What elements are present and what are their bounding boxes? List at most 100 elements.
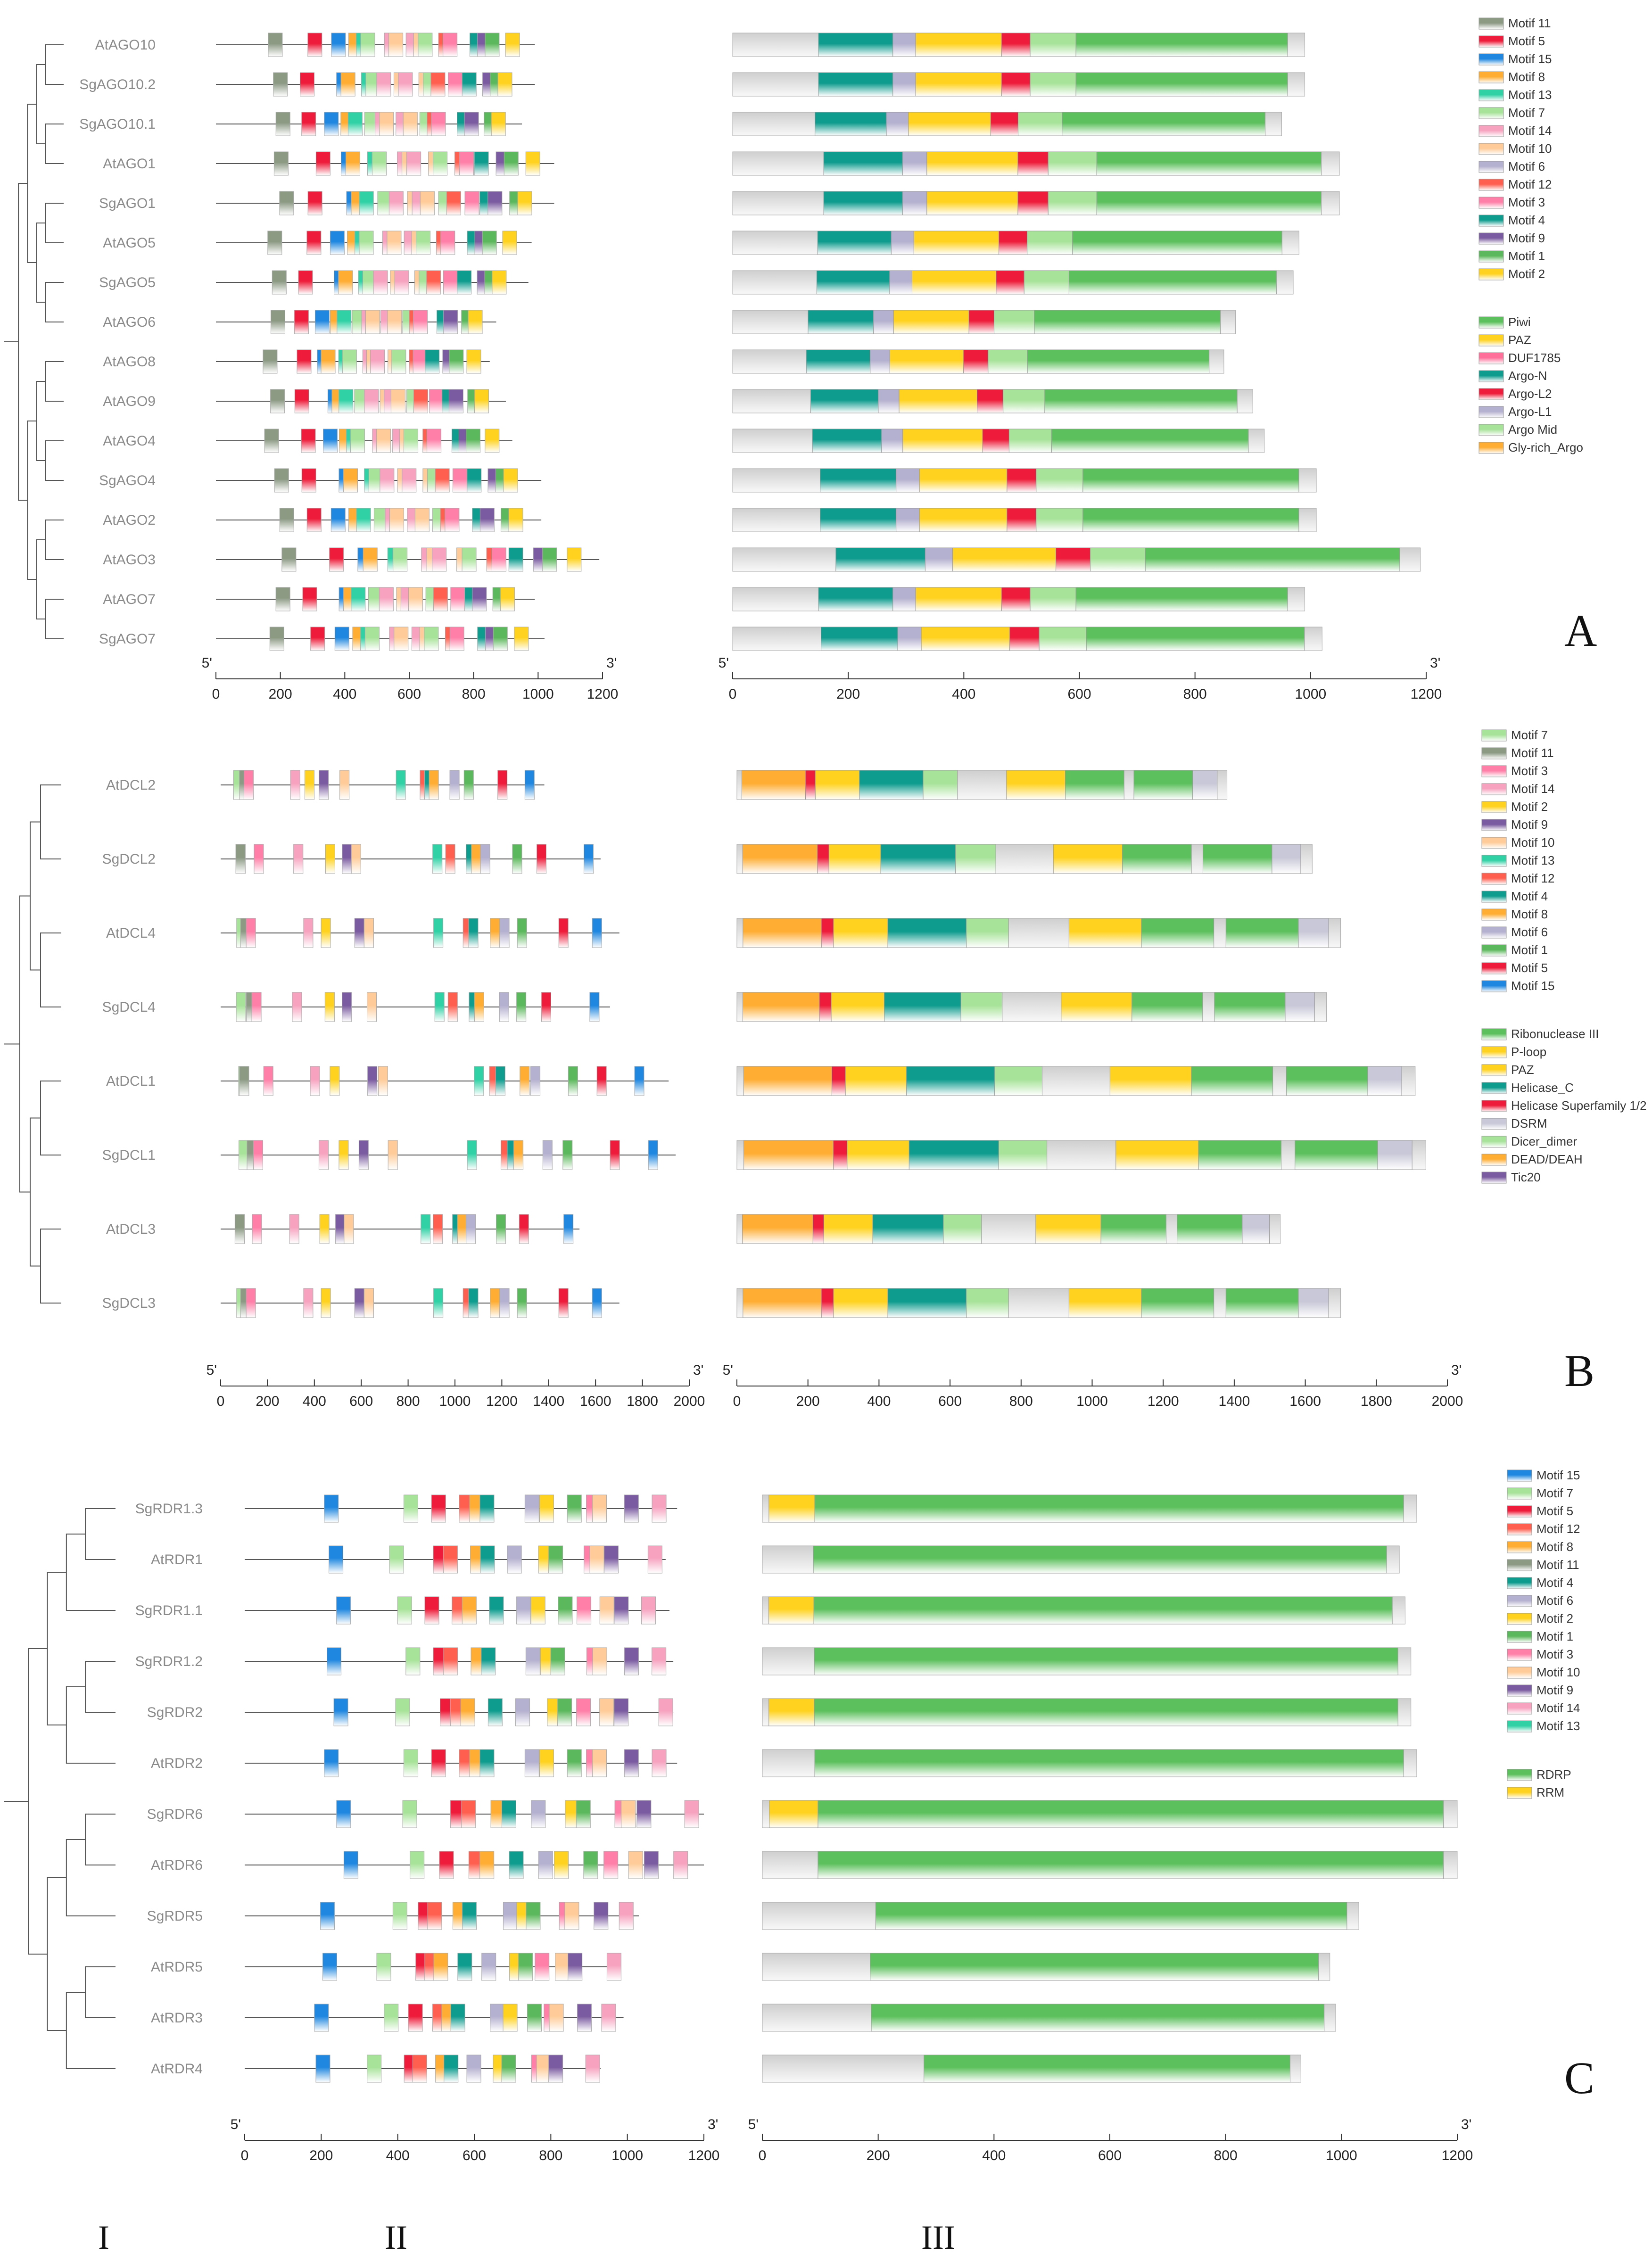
motif-block (490, 1288, 500, 1318)
motif-block (479, 508, 495, 532)
motif-block (297, 349, 312, 374)
motif-block (376, 429, 391, 453)
gene-label: SgAGO10.2 (79, 77, 156, 92)
domain-block (741, 770, 806, 800)
motif-block (433, 1953, 448, 1981)
motif-block (394, 627, 409, 651)
domain-block (1295, 1140, 1378, 1170)
domain-axis: 0 200 400 600 800 1000 1200 5' 3' (748, 2117, 1473, 2163)
legend-label: Motif 3 (1536, 1647, 1573, 1661)
motif-block (467, 468, 482, 493)
motif-block (603, 1851, 619, 1879)
domain-block (902, 429, 983, 453)
legend-swatch (1481, 1154, 1507, 1166)
motif-block (322, 1953, 337, 1981)
motif-block (457, 1214, 467, 1244)
motif-block (503, 2004, 518, 2032)
legend-label: Motif 13 (1508, 88, 1552, 102)
motif-block (307, 33, 322, 57)
motif-block (363, 1288, 374, 1318)
legend-swatch (1481, 1172, 1507, 1184)
domain-block (815, 112, 887, 136)
motif-block (525, 151, 540, 176)
motif-block (329, 547, 344, 572)
gene-row: AtDCL3 (106, 1214, 1281, 1244)
motif-block (393, 547, 408, 572)
motif-block (342, 349, 357, 374)
motif-block (324, 1494, 339, 1523)
motif-block (303, 1288, 314, 1318)
domain-block (833, 1140, 848, 1170)
domain-legend: Ribonuclease III P-loop PAZ Helicase_C Helic… (1481, 1027, 1647, 1184)
gene-label: SgAGO4 (99, 473, 156, 488)
legend-swatch (1479, 179, 1504, 191)
motif-block (410, 1851, 425, 1879)
motif-block (531, 1800, 546, 1828)
gene-label: SgDCL1 (102, 1147, 156, 1163)
gene-row: SgRDR6 (147, 1800, 1458, 1828)
motif-block (517, 918, 527, 948)
axis-end-label: 3' (1451, 1362, 1462, 1378)
motif-block (270, 389, 285, 413)
gene-label: AtDCL1 (106, 1073, 156, 1089)
axis-tick-label: 1200 (587, 686, 619, 702)
motif-block (408, 587, 423, 611)
domain-block (902, 191, 927, 215)
motif-block (439, 1851, 454, 1879)
axis-tick-label: 800 (396, 1394, 420, 1409)
domain-block (1030, 33, 1076, 57)
motif-block (538, 1851, 553, 1879)
motif-block (614, 1698, 629, 1726)
motif-block (310, 1066, 320, 1096)
legend-swatch (1479, 197, 1504, 209)
legend-label: Motif 10 (1508, 141, 1552, 156)
domain-block (925, 547, 953, 572)
axis-start-label: 5' (723, 1362, 733, 1378)
motif-block (321, 918, 331, 948)
legend-swatch (1479, 406, 1504, 418)
legend-swatch (1507, 1649, 1532, 1661)
motif-block (466, 1214, 476, 1244)
motif-block (450, 587, 465, 611)
domain-block (835, 547, 925, 572)
domain-block (1145, 547, 1400, 572)
motif-block (367, 1066, 378, 1096)
domain-block (817, 231, 892, 255)
legend-label: Gly-rich_Argo (1508, 440, 1583, 454)
domain-block (1068, 918, 1142, 948)
motif-block (592, 1749, 607, 1777)
motif-block (576, 1800, 591, 1828)
gene-label: AtRDR3 (151, 2010, 203, 2026)
legend-label: Motif 11 (1536, 1558, 1579, 1572)
motif-block (583, 1851, 598, 1879)
legend-label: Motif 12 (1511, 871, 1555, 885)
motif-block (420, 191, 435, 215)
motif-block (402, 468, 417, 493)
domain-block (1036, 468, 1083, 493)
domain-block (924, 2055, 1290, 2083)
legend-swatch (1479, 71, 1504, 83)
axis-start-label: 5' (231, 2117, 241, 2132)
domain-block (889, 349, 964, 374)
legend-label: Motif 10 (1511, 835, 1555, 850)
legend-swatch (1481, 1046, 1507, 1058)
domain-block (818, 72, 893, 97)
motif-block (404, 1494, 419, 1523)
axis-tick-label: 1800 (1361, 1394, 1392, 1409)
gene-row: AtAGO6 (103, 310, 1236, 334)
motif-block (429, 389, 444, 413)
motif-block (577, 2004, 592, 2032)
legend-label: Motif 15 (1536, 1468, 1580, 1482)
domain-block (892, 33, 916, 57)
legend-swatch (1479, 215, 1504, 227)
domain-block (919, 508, 1008, 532)
domain-block (870, 349, 890, 374)
domain-block (818, 587, 893, 611)
domain-block (743, 1066, 832, 1096)
motif-block (508, 508, 523, 532)
legend-label: Motif 1 (1536, 1629, 1573, 1643)
motif-block (446, 191, 461, 215)
motif-block (359, 191, 374, 215)
motif-block (427, 429, 442, 453)
legend-swatch (1481, 765, 1507, 777)
